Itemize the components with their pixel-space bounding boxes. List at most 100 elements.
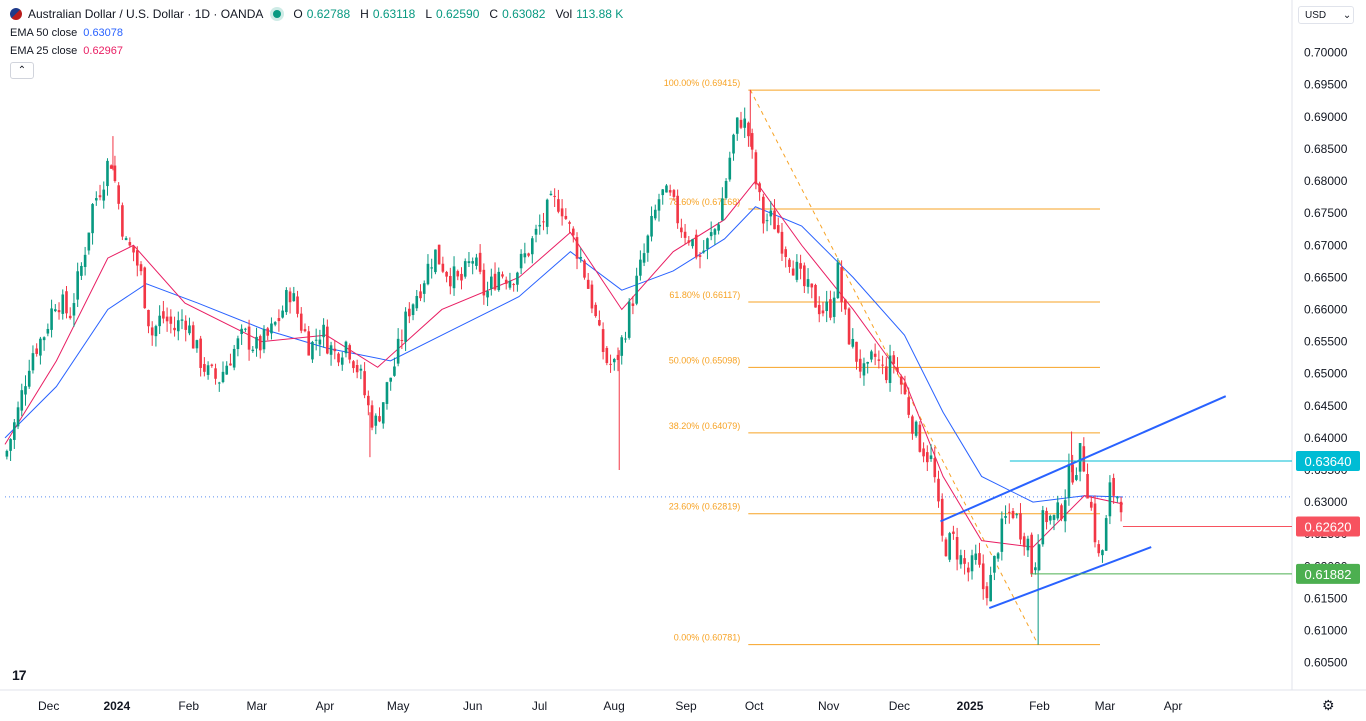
y-tick-label: 0.70000 [1304, 46, 1348, 60]
y-tick-label: 0.65000 [1304, 367, 1348, 381]
candle-body [702, 250, 706, 253]
candle-body [50, 308, 53, 330]
candle-body [676, 195, 679, 224]
x-tick-label: Feb [1029, 699, 1050, 713]
candle-body [124, 238, 128, 241]
candle-body [862, 363, 866, 376]
candle-body [173, 327, 176, 331]
y-tick-label: 0.60500 [1304, 656, 1348, 670]
candle-body [106, 160, 109, 187]
candle-body [374, 415, 378, 426]
candle-body [639, 259, 642, 276]
candle-body [512, 284, 515, 286]
candle-body [98, 195, 102, 198]
candle-body [762, 196, 765, 224]
x-tick-label: Oct [745, 699, 764, 713]
candle-body [661, 189, 665, 196]
candle-body [273, 322, 277, 325]
candle-body [680, 227, 683, 233]
candle-body [948, 533, 951, 560]
collapse-legend-button[interactable]: ⌃ [10, 62, 34, 79]
candle-body [627, 301, 631, 338]
candle-body [903, 382, 907, 395]
candle-body [1037, 544, 1041, 571]
candle-body [1048, 515, 1052, 521]
currency-pair-flag-icon [10, 8, 22, 20]
candle-body [795, 261, 799, 280]
currency-selector[interactable]: USD ⌄ [1298, 6, 1354, 24]
candle-body [493, 273, 497, 290]
x-tick-label: Sep [675, 699, 697, 713]
candle-body [743, 118, 747, 128]
candle-body [1086, 474, 1089, 499]
candle-body [981, 563, 985, 590]
tradingview-logo[interactable]: 17 [12, 667, 27, 683]
candle-body [803, 265, 806, 287]
candle-body [16, 407, 20, 427]
candle-body [598, 320, 601, 326]
candle-body [683, 231, 687, 238]
indicator-ema50[interactable]: EMA 50 close 0.63078 [10, 27, 123, 39]
candle-body [836, 262, 840, 299]
candle-body [553, 195, 556, 197]
candle-body [601, 329, 605, 353]
candle-body [534, 228, 538, 235]
candle-body [1011, 510, 1015, 518]
candle-body [20, 390, 24, 411]
candle-body [650, 215, 653, 237]
candle-body [791, 268, 795, 276]
candle-body [653, 209, 657, 219]
y-tick-label: 0.68000 [1304, 174, 1348, 188]
candle-body [1097, 544, 1101, 554]
y-tick-label: 0.69500 [1304, 78, 1348, 92]
candle-body [430, 267, 433, 269]
candle-body [475, 257, 478, 266]
high-value: 0.63118 [372, 7, 416, 21]
candle-body [542, 221, 545, 223]
candle-body [1007, 511, 1011, 513]
candle-body [277, 318, 281, 322]
candle-body [307, 331, 311, 356]
channel-lower-line [988, 546, 1152, 610]
candle-body [750, 133, 754, 150]
candle-body [844, 299, 847, 310]
candle-body [1026, 538, 1030, 551]
candle-body [851, 338, 855, 347]
candle-body [27, 370, 31, 387]
candle-body [728, 157, 732, 180]
candle-body [508, 280, 512, 288]
candle-body [806, 279, 810, 287]
candle-body [870, 351, 873, 360]
candle-body [814, 284, 817, 308]
candle-body [270, 323, 273, 334]
candle-body [221, 371, 225, 383]
candle-body [490, 276, 493, 289]
candle-body [162, 311, 165, 319]
candle-body [199, 338, 202, 368]
candle-body [523, 253, 527, 258]
candle-body [970, 555, 974, 572]
symbol-title[interactable]: Australian Dollar / U.S. Dollar · 1D · O… [28, 7, 264, 21]
resistance-level-price-label: 0.63640 [1305, 454, 1352, 469]
candle-body [456, 271, 460, 277]
x-tick-label: Apr [316, 699, 335, 713]
indicator-ema25[interactable]: EMA 25 close 0.62967 [10, 45, 123, 57]
chart-legend-header: Australian Dollar / U.S. Dollar · 1D · O… [10, 7, 629, 21]
candle-body [691, 239, 694, 247]
candle-body [322, 324, 325, 338]
candle-body [154, 326, 158, 337]
candle-body [527, 253, 530, 256]
candle-body [184, 320, 188, 330]
candle-body [87, 232, 91, 251]
candle-body [579, 256, 583, 259]
candle-body [855, 341, 858, 362]
candle-body [892, 355, 896, 364]
candle-body [1022, 536, 1026, 547]
candle-body [80, 265, 83, 276]
candle-body [784, 249, 788, 257]
candle-body [929, 455, 933, 460]
support-level-price-tag [1296, 563, 1360, 584]
settings-gear-icon[interactable]: ⚙ [1322, 697, 1335, 713]
fib-level-label: 100.00% (0.69415) [664, 78, 741, 88]
